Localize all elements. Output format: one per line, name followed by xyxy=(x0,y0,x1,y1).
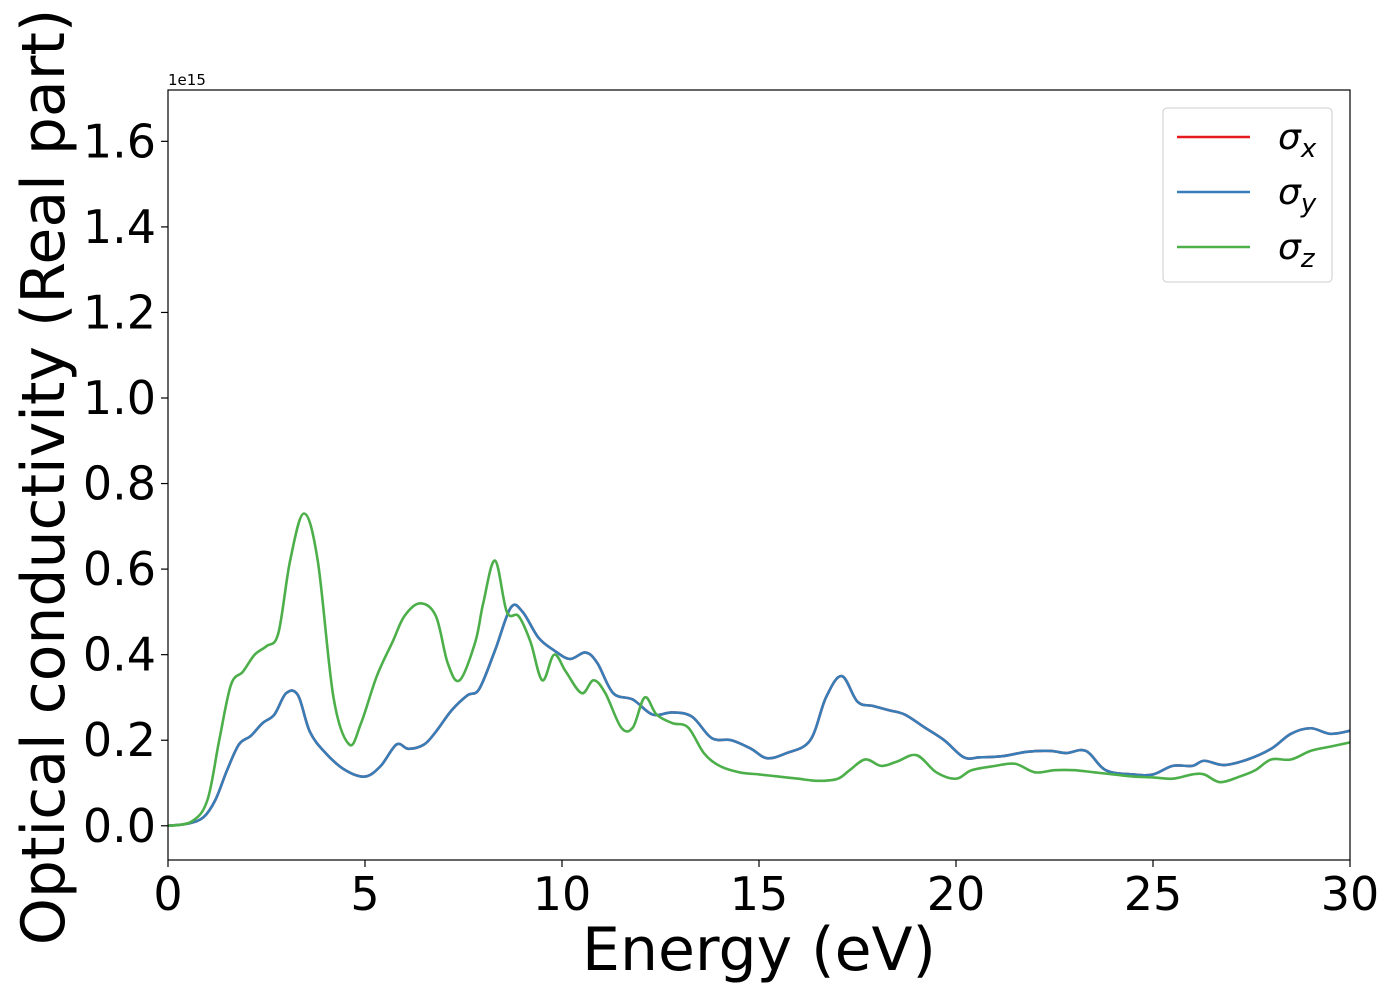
y-tick-label: 1.4 xyxy=(83,200,156,254)
x-tick-label: 15 xyxy=(730,867,789,921)
y-tick-label: 1.6 xyxy=(83,114,156,168)
legend-label-z: σz xyxy=(1278,227,1316,274)
legend-frame xyxy=(1162,107,1333,283)
x-tick-label: 20 xyxy=(927,867,986,921)
y-tick-label: 1.2 xyxy=(83,285,156,339)
x-tick-label: 5 xyxy=(350,867,379,921)
y-axis-ticks: 0.0 0.2 0.4 0.6 0.8 1.0 1.2 1.4 1.6 xyxy=(83,114,168,853)
legend-label-x: σx xyxy=(1278,117,1317,164)
legend: σx σy σz xyxy=(1162,107,1333,283)
x-tick-label: 30 xyxy=(1321,867,1380,921)
x-tick-label: 25 xyxy=(1124,867,1183,921)
x-tick-label: 10 xyxy=(533,867,592,921)
y-axis-label: Optical conductivity (Real part) xyxy=(9,9,79,946)
y-tick-label: 0.0 xyxy=(83,799,156,853)
series-line-y xyxy=(168,603,1350,828)
y-tick-label: 0.2 xyxy=(83,713,156,767)
series-line-z xyxy=(168,512,1350,828)
y-tick-label: 0.6 xyxy=(83,542,156,596)
series-layer xyxy=(168,512,1350,828)
x-axis-ticks: 0 5 10 15 20 25 30 xyxy=(153,860,1379,921)
x-axis-label: Energy (eV) xyxy=(582,915,936,985)
x-tick-label: 0 xyxy=(153,867,182,921)
y-tick-label: 1.0 xyxy=(83,371,156,425)
legend-label-y: σy xyxy=(1278,172,1317,219)
series-line-x xyxy=(168,603,1350,828)
y-offset-text: 1e15 xyxy=(168,71,206,89)
y-tick-label: 0.4 xyxy=(83,628,156,682)
y-tick-label: 0.8 xyxy=(83,457,156,511)
